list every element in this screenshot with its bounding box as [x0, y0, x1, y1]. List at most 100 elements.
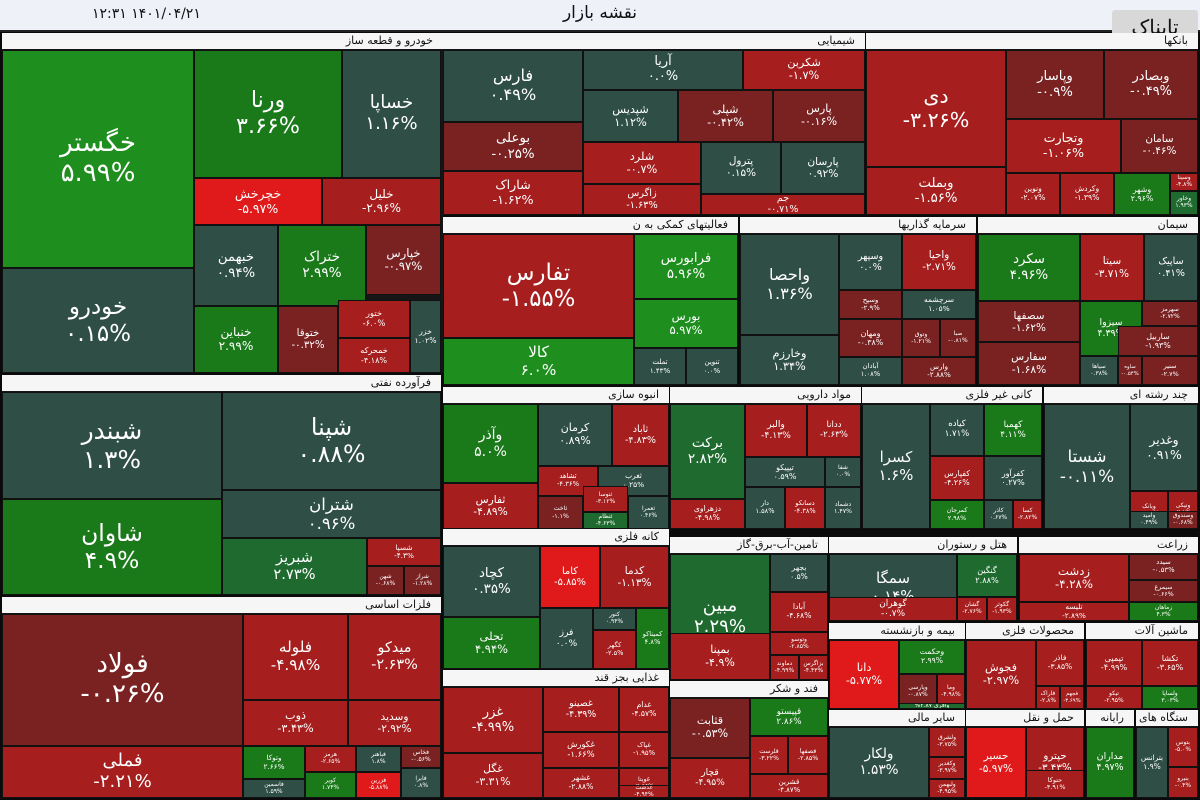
stock-tile[interactable]: وسدید -۲.۹۲%	[348, 700, 441, 746]
stock-tile[interactable]: فرز ۰.۰%	[540, 608, 593, 669]
stock-tile[interactable]: ثاخت -۱.۱%	[538, 496, 583, 529]
stock-tile[interactable]: کاذر ۰.۶۷%	[984, 500, 1013, 529]
sector-title[interactable]: انبوه سازی	[443, 387, 669, 403]
stock-tile[interactable]: پترول ۰.۱۵%	[701, 142, 781, 194]
stock-tile[interactable]: کسرا ۱.۶%	[862, 404, 930, 529]
sector-title[interactable]: چند رشته ای	[1044, 387, 1198, 403]
stock-tile[interactable]: آریا ۰.۰%	[583, 50, 743, 90]
stock-tile[interactable]: وارس -۲.۸۸%	[902, 357, 976, 385]
stock-tile[interactable]: سیدد -۰.۵۳%	[1129, 554, 1198, 580]
sector-title[interactable]: فند و شکر	[670, 681, 828, 697]
stock-tile[interactable]: کچاد ۰.۳۵%	[443, 546, 540, 617]
stock-tile[interactable]: بجهر ۰.۵%	[770, 554, 828, 592]
stock-tile[interactable]: پارسان ۰.۹۲%	[781, 142, 865, 194]
stock-tile[interactable]: ساوه -۰.۵۴%	[1118, 356, 1142, 385]
stock-tile[interactable]: مداران ۴.۹۷%	[1086, 727, 1134, 798]
stock-tile[interactable]: سیمرغ -۰.۶۶%	[1129, 580, 1198, 602]
stock-tile[interactable]: فولاد -۰.۲۶%	[2, 614, 243, 746]
stock-tile[interactable]: ولشرق -۳.۷۵%	[929, 727, 965, 757]
stock-tile[interactable]: غپاک -۱.۹۵%	[619, 732, 669, 768]
stock-tile[interactable]: دزهراوی -۴.۹۸%	[670, 499, 745, 529]
stock-tile[interactable]: قپیستو ۲.۸۶%	[750, 698, 828, 736]
stock-tile[interactable]: سنیر -۲.۷%	[1142, 356, 1198, 385]
stock-tile[interactable]: ختور -۶.۰%	[338, 300, 410, 338]
stock-tile[interactable]: بوعلی -۰.۲۵%	[443, 122, 583, 171]
stock-tile[interactable]: کیاده ۱.۷۱%	[930, 404, 984, 456]
stock-tile[interactable]: وشهر ۲.۹۶%	[1114, 173, 1170, 215]
stock-tile[interactable]: بنیرو -۰.۴%	[1168, 767, 1198, 798]
stock-tile[interactable]: فباهنر ۱.۸%	[356, 746, 401, 772]
stock-tile[interactable]: ساپیک ۰.۴۱%	[1144, 234, 1198, 301]
stock-tile[interactable]: ثعمرا ۰.۴۶%	[628, 496, 669, 529]
stock-tile[interactable]: خپارس -۰.۹۷%	[366, 225, 441, 295]
stock-tile[interactable]: غدام -۴.۵۷%	[619, 687, 669, 732]
stock-tile[interactable]: تیکو -۲.۹۵%	[1086, 686, 1142, 709]
stock-tile[interactable]: آبادا -۴.۶۸%	[770, 592, 828, 632]
stock-tile[interactable]: ددانا -۲.۶۳%	[807, 404, 861, 457]
stock-tile[interactable]: خزر ۱.۰۲%	[410, 300, 441, 373]
stock-tile[interactable]: شکربن -۱.۷%	[743, 50, 865, 90]
stock-tile[interactable]: شتران ۰.۹۶%	[222, 490, 441, 538]
stock-tile[interactable]: سامان -۰.۴۶%	[1121, 119, 1198, 173]
stock-tile[interactable]: فزرین -۵.۸۸%	[356, 772, 401, 798]
stock-tile[interactable]: بزاگرس -۴.۴۳%	[799, 655, 828, 680]
stock-tile[interactable]: واميد ۰.۴۹%	[1130, 511, 1168, 529]
stock-tile[interactable]: بترانس ۱.۹%	[1136, 727, 1168, 798]
stock-tile[interactable]: واحصا ۱.۳۶%	[740, 234, 839, 335]
stock-tile[interactable]: بورس ۵.۹۷%	[634, 299, 738, 348]
stock-tile[interactable]: دسانکو -۴.۳۸%	[785, 487, 825, 529]
stock-tile[interactable]: تپمپی -۴.۹۹%	[1086, 640, 1142, 686]
stock-tile[interactable]: شپلی -۰.۴۲%	[678, 90, 773, 142]
stock-tile[interactable]: شاراک -۱.۶۲%	[443, 171, 583, 215]
sector-title[interactable]: خودرو و قطعه ساز	[2, 33, 443, 49]
stock-tile[interactable]: فجوش -۲.۹۷%	[966, 640, 1036, 709]
sector-title[interactable]: سایر مالی	[829, 710, 965, 726]
stock-tile[interactable]: خبهمن ۰.۹۴%	[194, 225, 278, 306]
stock-tile[interactable]: ونوین -۲.۰۷%	[1006, 173, 1060, 215]
stock-tile[interactable]: شراز -۱.۲۸%	[404, 566, 441, 595]
sector-title[interactable]: حمل و نقل	[966, 710, 1084, 726]
stock-tile[interactable]: قچار -۴.۹۵%	[670, 758, 750, 798]
stock-tile[interactable]: جم -۰.۷۱%	[701, 194, 865, 215]
stock-tile[interactable]: شپدیس ۱.۱۲%	[583, 90, 678, 142]
stock-tile[interactable]: بمپنا -۴.۹%	[670, 633, 770, 680]
stock-tile[interactable]: دی -۳.۲۶%	[866, 50, 1006, 167]
stock-tile[interactable]: تلیسه -۲.۸۹%	[1019, 602, 1129, 621]
stock-tile[interactable]: وخارزم ۱.۳۴%	[740, 335, 839, 385]
stock-tile[interactable]: قثابت -۰.۵۳%	[670, 698, 750, 758]
stock-tile[interactable]: تفارس -۱.۵۵%	[443, 234, 634, 338]
stock-tile[interactable]: کسا -۲.۸۲%	[1013, 500, 1042, 529]
stock-tile[interactable]: وصندوق -۰.۶۸%	[1168, 511, 1198, 529]
stock-tile[interactable]: میدکو -۲.۶۳%	[348, 614, 441, 700]
stock-tile[interactable]: حسیر -۵.۹۷%	[966, 727, 1026, 798]
stock-tile[interactable]: ثفارس -۴.۸۹%	[443, 483, 538, 529]
stock-tile[interactable]: کویر ۱.۷۴%	[305, 772, 356, 798]
stock-tile[interactable]: غدشت -۴.۹۴%	[619, 785, 669, 798]
stock-tile[interactable]: سفارس -۱.۶۸%	[978, 342, 1080, 385]
stock-tile[interactable]: فملی -۲.۲۱%	[2, 746, 243, 798]
stock-tile[interactable]: شلرد -۰.۷%	[583, 142, 701, 184]
stock-tile[interactable]: تکشا -۳.۶۵%	[1142, 640, 1198, 686]
stock-tile[interactable]: فخاس -۰.۵۶%	[401, 746, 441, 768]
stock-tile[interactable]: غگل -۳.۳۱%	[443, 753, 543, 798]
sector-title[interactable]: فرآورده نفتی	[2, 375, 441, 391]
stock-tile[interactable]: خودرو ۰.۱۵%	[2, 268, 194, 373]
stock-tile[interactable]: کگهر -۲.۵%	[593, 630, 636, 669]
stock-tile[interactable]: بتوس -۵.۰%	[1168, 727, 1198, 767]
stock-tile[interactable]: دانا -۵.۷۷%	[829, 640, 899, 709]
stock-tile[interactable]: خنباین ۲.۹۹%	[194, 306, 278, 373]
stock-tile[interactable]: تیپیکو ۰.۵۹%	[745, 457, 825, 487]
stock-tile[interactable]: کاما -۵.۸۵%	[540, 546, 600, 608]
sector-title[interactable]: سرمایه گذاریها	[740, 217, 976, 233]
stock-tile[interactable]: وبملت -۱.۵۶%	[866, 167, 1006, 215]
stock-tile[interactable]: تنوین ۰.۰%	[686, 348, 738, 385]
stock-tile[interactable]: واحیا -۲.۷۱%	[902, 234, 976, 290]
stock-tile[interactable]: سیاها ۰.۳۸%	[1080, 356, 1118, 385]
sector-title[interactable]: زراعت	[1019, 537, 1198, 553]
stock-tile[interactable]: غشهر -۲.۸۸%	[543, 768, 619, 798]
stock-tile[interactable]: فرابورس ۵.۹۶%	[634, 234, 738, 299]
sector-title[interactable]: تامین-آب-برق-گاز	[670, 537, 828, 553]
stock-tile[interactable]: شسپا -۴.۳%	[367, 538, 441, 566]
stock-tile[interactable]: گشان -۲.۷۶%	[957, 597, 987, 621]
stock-tile[interactable]: شبریز ۲.۷۳%	[222, 538, 367, 595]
